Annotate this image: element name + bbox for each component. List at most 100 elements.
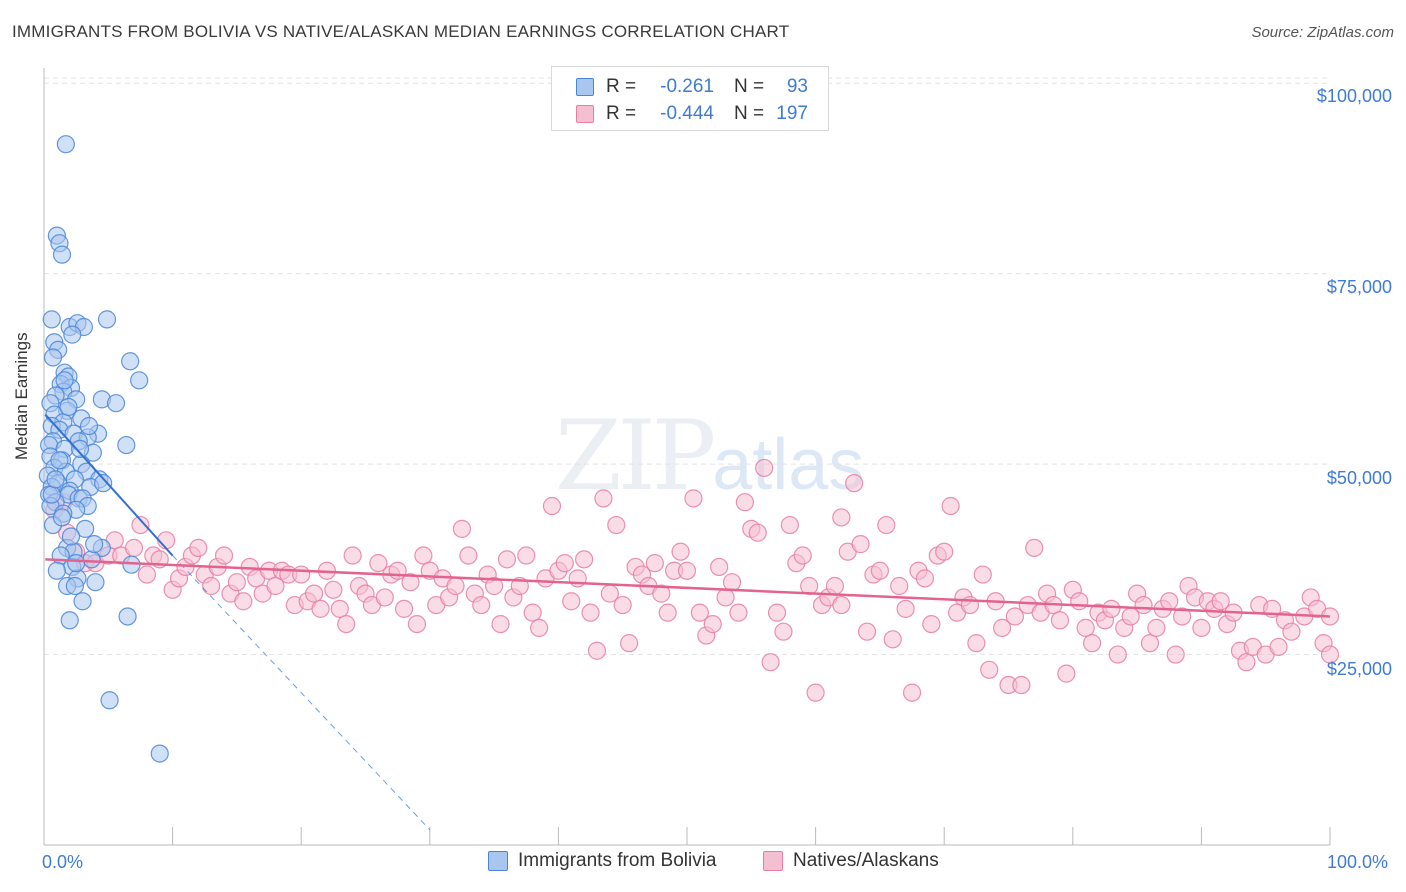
natives-point <box>1057 664 1076 683</box>
watermark-atlas: atlas <box>712 425 865 505</box>
legend-r-label: R = <box>606 76 637 97</box>
natives-point <box>748 523 767 542</box>
natives-point <box>645 554 664 573</box>
bolivia-point <box>86 573 105 592</box>
natives-point <box>902 683 922 702</box>
chart-title: IMMIGRANTS FROM BOLIVIA VS NATIVE/ALASKA… <box>12 22 790 41</box>
source-label: Source: ZipAtlas.com <box>1251 24 1394 41</box>
x-tick-label-max: 100.0% <box>1327 852 1389 872</box>
bolivia-point <box>50 451 69 470</box>
bolivia-point <box>42 485 61 504</box>
bolivia-point <box>150 744 169 763</box>
bolivia-point <box>59 397 78 417</box>
bolivia-point <box>94 474 113 493</box>
legend-n-value: 93 <box>786 76 808 97</box>
natives-point <box>1082 634 1102 653</box>
y-axis-label: Median Earnings <box>12 332 31 460</box>
bolivia-point <box>97 310 117 329</box>
natives-point <box>452 519 472 538</box>
bolivia-point <box>106 394 126 413</box>
bolivia-point <box>130 371 149 390</box>
natives-point <box>485 576 504 596</box>
bolivia-point <box>52 245 72 264</box>
natives-point <box>832 508 851 527</box>
natives-point <box>992 618 1012 637</box>
bottom-legend-bolivia: Immigrants from Bolivia <box>488 850 717 872</box>
natives-point <box>825 576 844 596</box>
natives-point <box>722 573 742 592</box>
natives-point <box>324 580 343 599</box>
legend-n-label: N = <box>734 76 765 97</box>
natives-point <box>658 603 677 622</box>
y-tick-label-50000: $50,000 <box>1326 468 1392 488</box>
bolivia-point <box>55 371 74 390</box>
natives-point <box>690 603 709 622</box>
natives-point <box>883 630 902 649</box>
natives-point <box>266 576 285 596</box>
natives-point <box>774 622 793 641</box>
bolivia-point <box>60 611 79 630</box>
y-tick-label-25000: $25,000 <box>1326 659 1392 679</box>
bolivia-point <box>76 519 95 538</box>
natives-point <box>234 592 253 611</box>
natives-point <box>311 599 330 618</box>
bolivia-point <box>121 352 140 371</box>
bolivia-point <box>42 310 61 329</box>
natives-point <box>1160 592 1179 611</box>
natives-point <box>767 603 787 622</box>
natives-point <box>375 588 394 607</box>
natives-point <box>1050 611 1070 630</box>
legend-r-value: -0.444 <box>660 103 714 124</box>
bolivia-point <box>67 554 86 573</box>
bolivia-trend-line <box>44 413 174 557</box>
natives-point <box>581 603 600 622</box>
natives-point <box>562 592 581 611</box>
legend-r-value: -0.261 <box>660 76 714 97</box>
natives-point <box>857 622 877 641</box>
natives-point <box>677 561 697 580</box>
natives-point <box>131 515 150 535</box>
legend-r-label: R = <box>606 103 637 124</box>
natives-point <box>967 634 986 653</box>
natives-point <box>343 546 362 565</box>
natives-point <box>806 683 825 702</box>
legend-n-label: N = <box>734 103 765 124</box>
x-tick-label-min: 0.0% <box>42 852 84 872</box>
natives-point <box>780 515 799 535</box>
natives-point <box>710 557 729 577</box>
bolivia-point <box>46 470 65 489</box>
natives-point <box>414 546 433 565</box>
natives-point <box>124 538 144 558</box>
legend-row-natives: R = -0.444 N = 197 <box>576 103 808 125</box>
natives-point <box>870 561 890 580</box>
natives-point <box>530 618 549 637</box>
bolivia-point <box>56 135 75 154</box>
natives-point <box>1108 645 1127 664</box>
natives-point <box>877 515 896 535</box>
natives-point <box>189 538 208 558</box>
bottom-legend-swatch-natives <box>763 851 783 871</box>
bolivia-point <box>43 348 63 367</box>
bolivia-trend-extension <box>172 555 431 831</box>
natives-point <box>1320 645 1340 664</box>
natives-point <box>587 641 607 660</box>
bolivia-point <box>47 561 66 580</box>
natives-point <box>555 554 574 573</box>
natives-point <box>1005 607 1025 626</box>
natives-point <box>1134 595 1153 615</box>
natives-point <box>652 584 671 603</box>
natives-point <box>761 653 780 672</box>
natives-point <box>137 565 156 584</box>
natives-point <box>1140 634 1160 653</box>
natives-point <box>459 546 478 565</box>
natives-point <box>703 614 722 634</box>
bolivia-point <box>70 439 90 458</box>
natives-point <box>1173 607 1192 626</box>
bolivia-point <box>85 535 104 554</box>
natives-point <box>851 535 870 554</box>
natives-point <box>369 554 388 573</box>
natives-point <box>613 595 632 615</box>
natives-point <box>337 614 356 634</box>
natives-point <box>157 531 176 550</box>
